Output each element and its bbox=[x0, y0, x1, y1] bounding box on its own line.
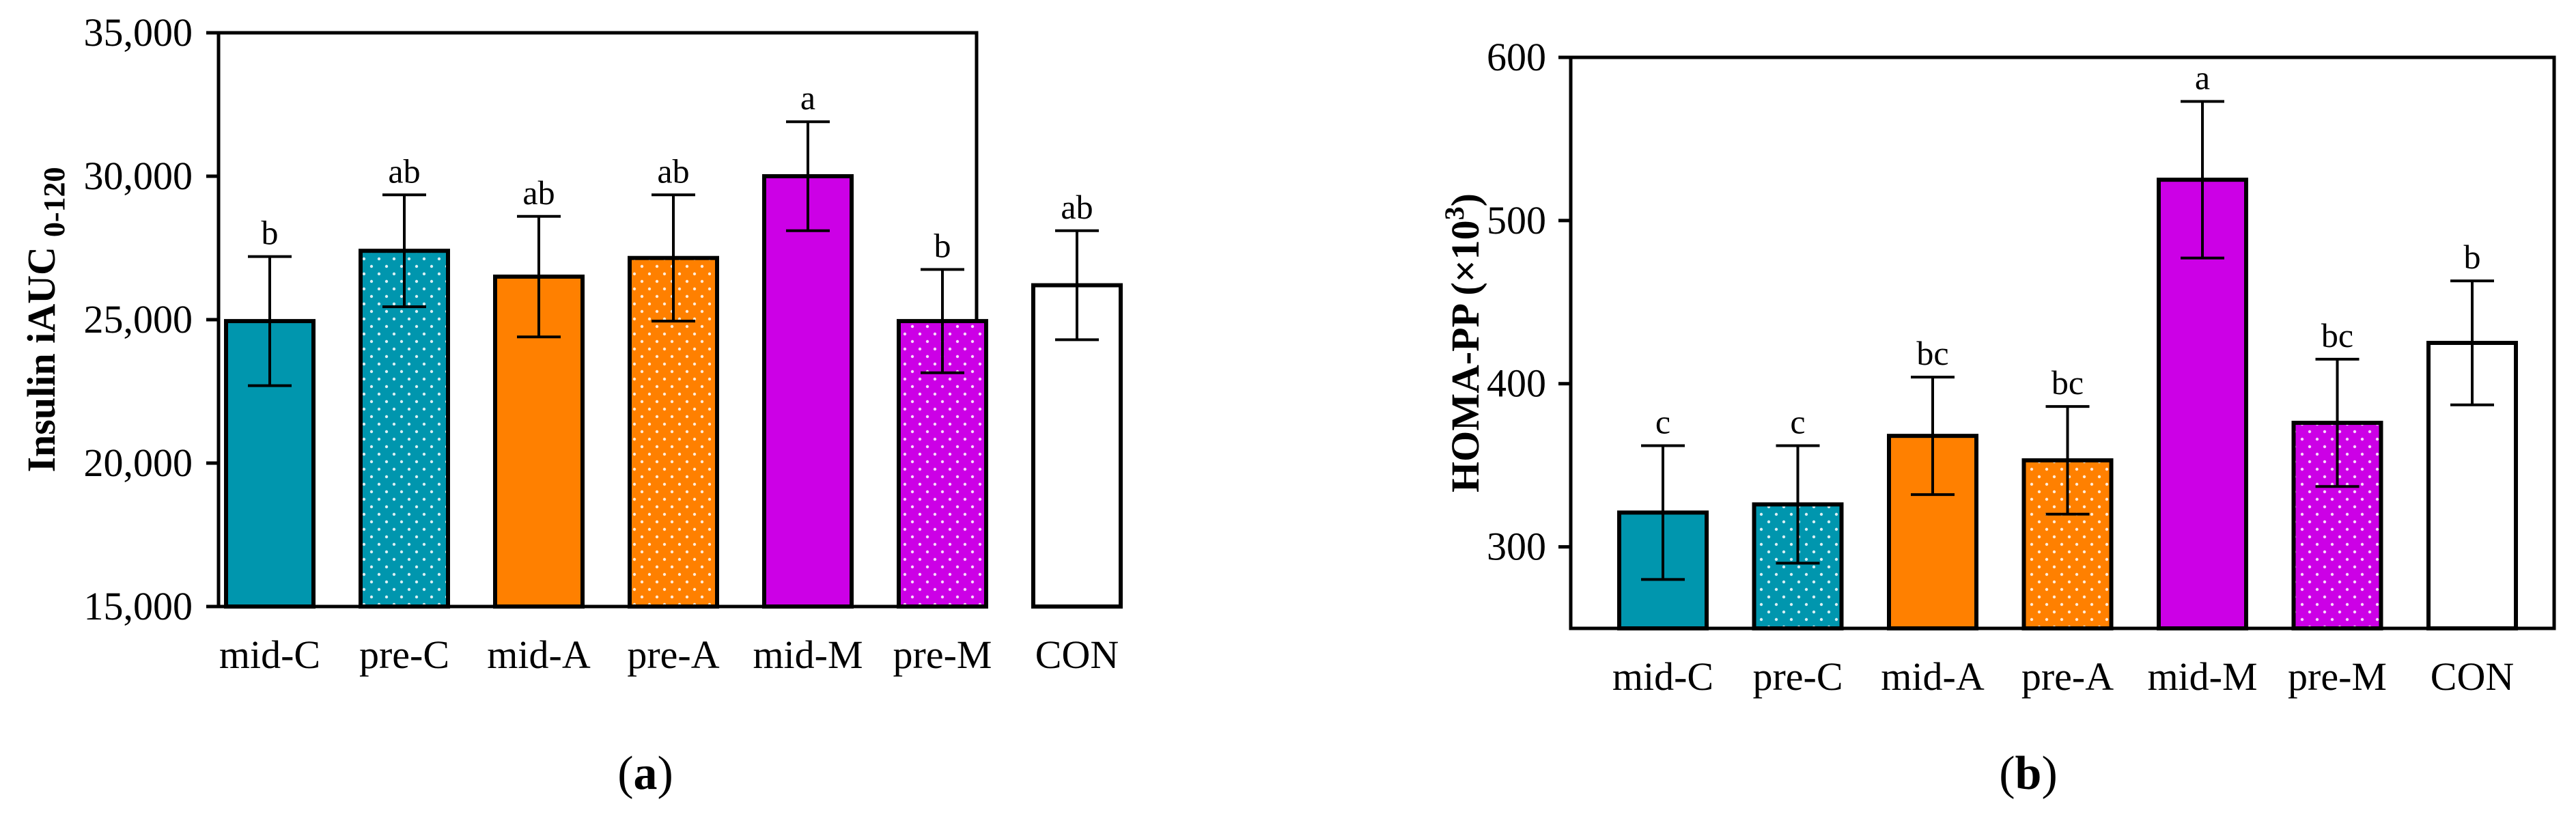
bar-pre-C bbox=[1752, 502, 1844, 630]
panel-label: (b) bbox=[1999, 747, 2058, 800]
significance-letter-CON: ab bbox=[1061, 188, 1093, 226]
y-axis-label-main: HOMA-PP (×10 bbox=[1443, 220, 1487, 492]
x-tick-label-mid-C: mid-C bbox=[1612, 654, 1713, 699]
y-tick-label: 15,000 bbox=[84, 584, 193, 628]
y-tick-label: 20,000 bbox=[84, 441, 193, 485]
x-tick-label-mid-C: mid-C bbox=[219, 632, 320, 677]
y-axis-label-main: Insulin iAUC bbox=[19, 247, 64, 472]
chart-homa-pp: 300 400 500 600 HOMA-PP (×103) c mid-C c pre-C bc… bbox=[1439, 35, 2556, 800]
y-tick-label: 30,000 bbox=[84, 154, 193, 198]
y-tick-label: 35,000 bbox=[84, 10, 193, 55]
significance-letter-CON: b bbox=[2464, 238, 2481, 276]
y-tick-label: 400 bbox=[1487, 361, 1546, 406]
x-tick-label-pre-C: pre-C bbox=[1752, 654, 1843, 699]
significance-letter-pre-M: bc bbox=[2321, 316, 2353, 354]
x-tick-label-pre-A: pre-A bbox=[627, 632, 719, 677]
x-tick-label-pre-M: pre-M bbox=[2288, 654, 2387, 699]
significance-letter-mid-C: b bbox=[262, 214, 279, 252]
significance-letter-mid-A: bc bbox=[1916, 334, 1948, 372]
y-axis-label: HOMA-PP (×103) bbox=[1439, 193, 1487, 492]
significance-letter-mid-A: ab bbox=[522, 173, 555, 212]
y-tick-label: 500 bbox=[1487, 198, 1546, 242]
significance-letter-pre-C: ab bbox=[388, 152, 420, 190]
y-tick-label: 300 bbox=[1487, 525, 1546, 569]
y-axis-label-sup: 3 bbox=[1439, 206, 1470, 220]
bar-pre-C bbox=[359, 249, 450, 609]
x-tick-label-mid-M: mid-M bbox=[2147, 654, 2257, 699]
significance-letter-pre-A: bc bbox=[2052, 363, 2084, 402]
bar-mid-M bbox=[762, 174, 854, 609]
significance-letter-mid-M: a bbox=[2195, 58, 2210, 96]
x-tick-label-mid-M: mid-M bbox=[753, 632, 863, 677]
x-tick-label-pre-C: pre-C bbox=[359, 632, 449, 677]
panel-label: (a) bbox=[617, 747, 673, 800]
x-tick-label-mid-A: mid-A bbox=[487, 632, 591, 677]
x-tick-label-CON: CON bbox=[1035, 632, 1119, 677]
y-tick-label: 25,000 bbox=[84, 297, 193, 342]
significance-letter-pre-A: ab bbox=[657, 152, 689, 190]
y-axis-label: Insulin iAUC 0-120 bbox=[19, 167, 71, 472]
x-tick-label-CON: CON bbox=[2431, 654, 2514, 699]
significance-letter-mid-C: c bbox=[1655, 402, 1670, 441]
plot-frame bbox=[216, 31, 979, 609]
significance-letter-pre-M: b bbox=[934, 227, 951, 265]
x-tick-label-pre-M: pre-M bbox=[893, 632, 992, 677]
x-tick-label-mid-A: mid-A bbox=[1881, 654, 1985, 699]
significance-letter-mid-M: a bbox=[800, 79, 815, 117]
y-tick-label: 600 bbox=[1487, 35, 1546, 79]
bar-pre-M bbox=[897, 319, 988, 609]
significance-letter-pre-C: c bbox=[1790, 402, 1805, 441]
y-axis-label-end: ) bbox=[1443, 193, 1487, 206]
chart-insulin-iauc: 15,000 20,000 25,000 30,000 35,000 Insulin iA… bbox=[19, 10, 1123, 800]
y-axis-label-sub: 0-120 bbox=[38, 167, 71, 237]
x-tick-label-pre-A: pre-A bbox=[2021, 654, 2114, 699]
